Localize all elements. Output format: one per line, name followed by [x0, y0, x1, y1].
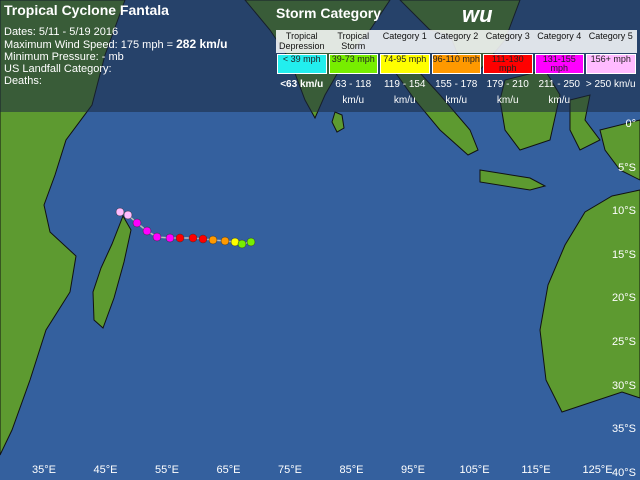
- category-swatch: 131-155 mph: [534, 54, 584, 74]
- track-point: [220, 236, 230, 246]
- category-name: Category 5: [585, 30, 637, 53]
- sri-lanka: [331, 111, 345, 133]
- category-swatch: < 39 mph: [277, 54, 327, 74]
- title: Tropical Cyclone Fantala: [4, 2, 169, 18]
- legend-category: Category 2 96-110 mph 155 - 178 km/u: [430, 30, 482, 109]
- track-point: [152, 232, 162, 242]
- storm-info: Dates: 5/11 - 5/19 2016 Maximum Wind Spe…: [4, 26, 228, 87]
- pressure: Minimum Pressure: - mb: [4, 51, 124, 63]
- legend-category: Category 5 156+ mph > 250 km/u: [585, 30, 637, 109]
- longitude-label: 75°E: [278, 464, 302, 476]
- latitude-label: 5°S: [618, 161, 636, 174]
- track-point: [237, 239, 247, 249]
- category-name: Category 2: [430, 30, 482, 53]
- track-point: [115, 207, 125, 217]
- legend-title: Storm Category: [276, 5, 382, 21]
- longitude-label: 95°E: [401, 464, 425, 476]
- storm-track: [119, 211, 252, 245]
- category-kmu: 155 - 178 km/u: [435, 79, 478, 106]
- latitude-label: 30°S: [612, 379, 636, 392]
- latitude-label: 0°: [625, 118, 636, 130]
- longitude-label: 45°E: [93, 464, 118, 476]
- landfall: US Landfall Category:: [4, 63, 112, 75]
- latitude-label: 25°S: [612, 336, 636, 348]
- longitude-label: 55°E: [155, 464, 179, 476]
- longitude-label: 125°E: [582, 464, 613, 476]
- legend-category: Category 3 111-130 mph 179 - 210 km/u: [482, 30, 534, 109]
- category-swatch: 74-95 mph: [380, 54, 430, 74]
- wind-speed-kmu: 282 km/u: [176, 37, 228, 51]
- track-point: [123, 210, 133, 220]
- australia: [539, 189, 640, 413]
- category-kmu: 119 - 154 km/u: [383, 79, 426, 106]
- track-point: [132, 218, 142, 228]
- legend: Tropical Depression < 39 mph <63 km/u Tropi…: [276, 30, 637, 109]
- category-swatch: 111-130 mph: [483, 54, 533, 74]
- deaths: Deaths:: [4, 75, 42, 87]
- longitude-label: 115°E: [521, 464, 551, 476]
- category-name: Tropical Depression: [276, 30, 328, 53]
- logo: wu: [462, 2, 493, 27]
- track-point: [198, 234, 208, 244]
- track-points: [115, 207, 256, 249]
- legend-category: Category 4 131-155 mph 211 - 250 km/u: [533, 30, 585, 109]
- category-kmu: 63 - 118 km/u: [335, 79, 372, 106]
- category-kmu: > 250 km/u: [585, 79, 636, 90]
- category-swatch: 39-73 mph: [328, 54, 378, 74]
- track-point: [175, 233, 185, 243]
- dates: Dates: 5/11 - 5/19 2016: [4, 26, 119, 38]
- new-guinea: [599, 119, 640, 181]
- madagascar: [92, 214, 132, 329]
- track-point: [165, 233, 175, 243]
- latitude-label: 40°S: [612, 466, 636, 479]
- longitude-label: 105°E: [459, 464, 490, 476]
- latitude-label: 15°S: [612, 248, 636, 261]
- category-kmu: 211 - 250 km/u: [538, 79, 580, 106]
- category-kmu: <63 km/u: [280, 79, 324, 90]
- track-point: [208, 235, 218, 245]
- category-swatch: 96-110 mph: [431, 54, 481, 74]
- legend-category: Tropical Storm 39-73 mph 63 - 118 km/u: [327, 30, 379, 109]
- legend-category: Tropical Depression < 39 mph <63 km/u: [276, 30, 328, 109]
- java: [479, 169, 547, 191]
- category-kmu: 179 - 210 km/u: [486, 79, 529, 106]
- category-swatch: 156+ mph: [586, 54, 636, 74]
- wind-speed-label: Maximum Wind Speed: 175 mph =: [4, 39, 174, 51]
- category-name: Tropical Storm: [327, 30, 379, 53]
- track-point: [188, 233, 198, 243]
- latitude-label: 10°S: [612, 205, 636, 218]
- longitude-label: 85°E: [339, 464, 364, 476]
- category-name: Category 4: [533, 30, 585, 53]
- longitude-label: 65°E: [216, 464, 241, 476]
- track-point: [142, 226, 152, 236]
- wind-speed: Maximum Wind Speed: 175 mph = 282 km/u: [4, 38, 228, 51]
- category-name: Category 3: [482, 30, 534, 53]
- latitude-label: 20°S: [612, 292, 636, 305]
- longitude-label: 35°E: [32, 464, 56, 476]
- track-point: [230, 237, 240, 247]
- latitude-label: 35°S: [612, 423, 636, 436]
- legend-category: Category 1 74-95 mph 119 - 154 km/u: [379, 30, 431, 109]
- category-name: Category 1: [379, 30, 431, 53]
- track-point: [246, 237, 256, 247]
